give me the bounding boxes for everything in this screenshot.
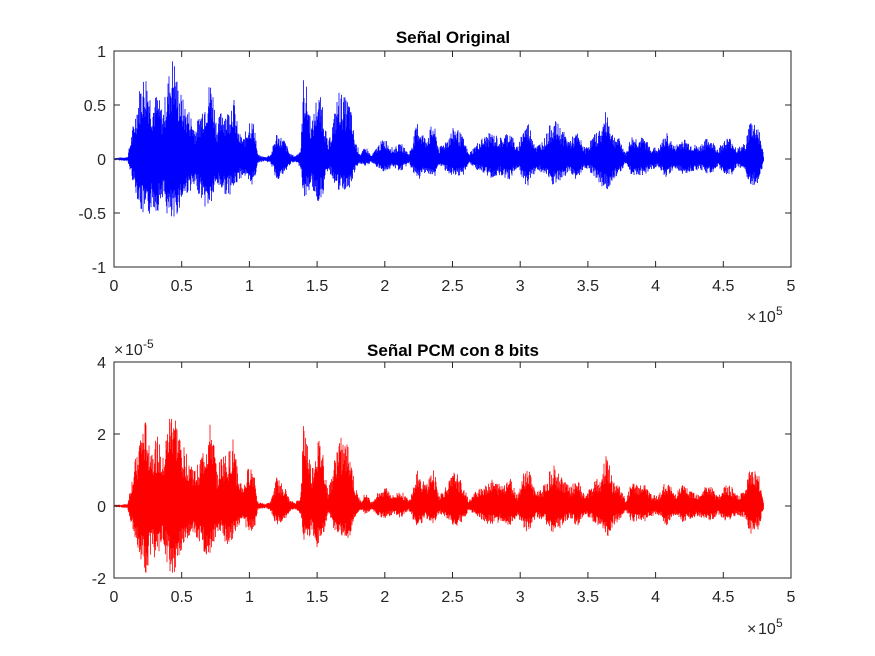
svg-text:×: × [747, 621, 756, 638]
x-axis-original: 0 0.5 1 1.5 2 2.5 3 3.5 4 4.5 5 [110, 51, 796, 295]
plot-area-original [113, 61, 764, 217]
x-tick-label: 1 [245, 589, 254, 606]
x-tick-label: 2 [380, 589, 389, 606]
x-exponent-base-pcm: 10 [758, 621, 776, 638]
y-tick-label: 2 [97, 427, 106, 444]
x-tick-label: 3 [516, 278, 525, 295]
x-tick-label: 4 [651, 278, 660, 295]
x-tick-label: 5 [787, 589, 796, 606]
y-exponent-power-pcm: -5 [143, 337, 154, 351]
x-tick-label: 0 [110, 278, 119, 295]
x-tick-label: 4.5 [712, 589, 734, 606]
y-tick-label: 0.5 [84, 98, 106, 115]
y-exponent-base-pcm: 10 [125, 342, 143, 359]
y-tick-label: -0.5 [78, 206, 106, 223]
x-tick-label: 2.5 [441, 278, 463, 295]
x-exponent-pcm: × 10 5 [747, 616, 783, 638]
x-tick-label: 0.5 [171, 589, 193, 606]
x-tick-label: 4 [651, 589, 660, 606]
x-tick-label: 1 [245, 278, 254, 295]
x-exponent-original: × 10 5 [747, 304, 783, 326]
x-tick-label: 2.5 [441, 589, 463, 606]
x-tick-label: 0.5 [171, 278, 193, 295]
chart-title-pcm: Señal PCM con 8 bits [367, 341, 539, 360]
svg-text:×: × [114, 342, 123, 359]
y-tick-label: -1 [92, 260, 106, 277]
plot-area-pcm [113, 418, 764, 573]
x-tick-label: 3.5 [577, 589, 599, 606]
x-tick-label: 1.5 [306, 589, 328, 606]
x-tick-label: 0 [110, 589, 119, 606]
chart-title-original: Señal Original [396, 28, 510, 47]
y-tick-label: 4 [97, 355, 106, 372]
y-axis-original: -1 -0.5 0 0.5 1 [78, 44, 791, 277]
x-exponent-power-pcm: 5 [776, 616, 783, 630]
x-tick-label: 3.5 [577, 278, 599, 295]
x-tick-label: 3 [516, 589, 525, 606]
y-exponent-pcm: × 10 -5 [114, 337, 154, 359]
x-tick-label: 5 [787, 278, 796, 295]
x-tick-label: 4.5 [712, 278, 734, 295]
y-axis-pcm: -2 0 2 4 [92, 355, 791, 588]
series-line-original [113, 61, 764, 217]
axes-pcm: Señal PCM con 8 bits 0 0.5 1 1.5 2 2.5 3 3.5 4 4.… [92, 337, 796, 638]
x-exponent-base-original: 10 [758, 309, 776, 326]
axes-original: Señal Original 0 0.5 1 1.5 2 2.5 3 3.5 4 4.5 5 -1-… [78, 28, 795, 326]
series-line-pcm [113, 418, 764, 573]
svg-text:×: × [747, 309, 756, 326]
x-exponent-power-original: 5 [776, 304, 783, 318]
x-axis-pcm: 0 0.5 1 1.5 2 2.5 3 3.5 4 4.5 5 [110, 362, 796, 606]
y-tick-label: 0 [97, 499, 106, 516]
x-tick-label: 2 [380, 278, 389, 295]
y-tick-label: 1 [97, 44, 106, 61]
y-tick-label: -2 [92, 571, 106, 588]
x-tick-label: 1.5 [306, 278, 328, 295]
y-tick-label: 0 [97, 152, 106, 169]
